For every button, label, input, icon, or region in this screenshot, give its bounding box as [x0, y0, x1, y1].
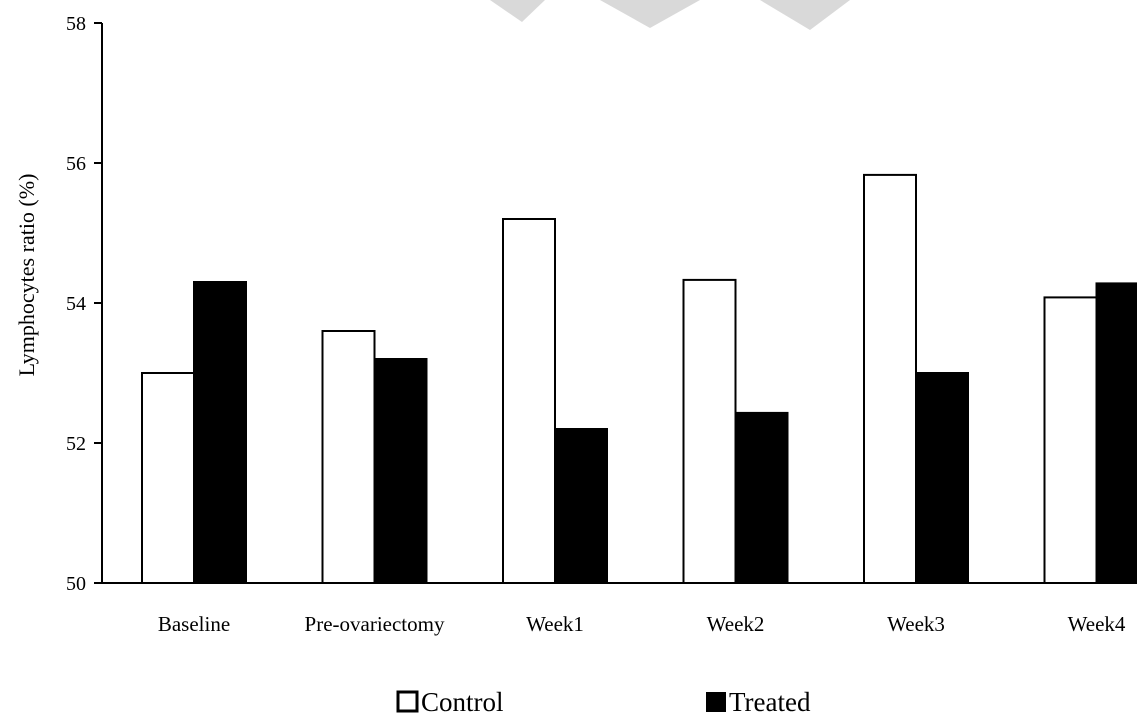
- bar-treated-week1: [554, 428, 608, 584]
- bar-treated-pre-ovariectomy: [373, 358, 428, 584]
- legend-label-treated: Treated: [729, 687, 811, 717]
- legend-swatch-control: [396, 690, 419, 713]
- bar-control-week3: [863, 173, 917, 584]
- y-tick-label: 52: [66, 433, 86, 455]
- watermark: [490, 0, 850, 30]
- x-category-label: Week1: [526, 612, 584, 636]
- bar-treated-week2: [734, 411, 789, 584]
- y-tick-label: 54: [66, 293, 86, 315]
- y-tick-label: 50: [66, 573, 86, 595]
- legend: Control Treated: [396, 687, 811, 717]
- y-tick-label: 58: [66, 13, 86, 35]
- bar-control-baseline: [141, 372, 195, 584]
- y-tick-label: 56: [66, 153, 86, 175]
- bar-control-week2: [682, 278, 737, 584]
- legend-label-control: Control: [421, 687, 504, 717]
- y-axis-ticks: 50 52 54 56 58: [66, 13, 102, 595]
- x-category-label: Pre-ovariectomy: [305, 612, 445, 636]
- y-axis-title: Lymphocytes ratio (%): [14, 174, 39, 377]
- bars: [141, 173, 1137, 584]
- bar-control-week4: [1043, 296, 1098, 584]
- bar-control-pre-ovariectomy: [321, 330, 376, 584]
- legend-swatch-treated: [706, 692, 726, 712]
- bar-control-week1: [502, 218, 556, 584]
- category-labels: Baseline Pre-ovariectomy Week1 Week2 Week3 We…: [158, 612, 1126, 636]
- x-category-label: Week4: [1068, 612, 1126, 636]
- bar-treated-baseline: [193, 281, 247, 584]
- bar-treated-week4: [1095, 282, 1137, 584]
- bar-treated-week3: [915, 372, 969, 584]
- x-category-label: Week3: [887, 612, 945, 636]
- x-category-label: Week2: [707, 612, 765, 636]
- x-category-label: Baseline: [158, 612, 230, 636]
